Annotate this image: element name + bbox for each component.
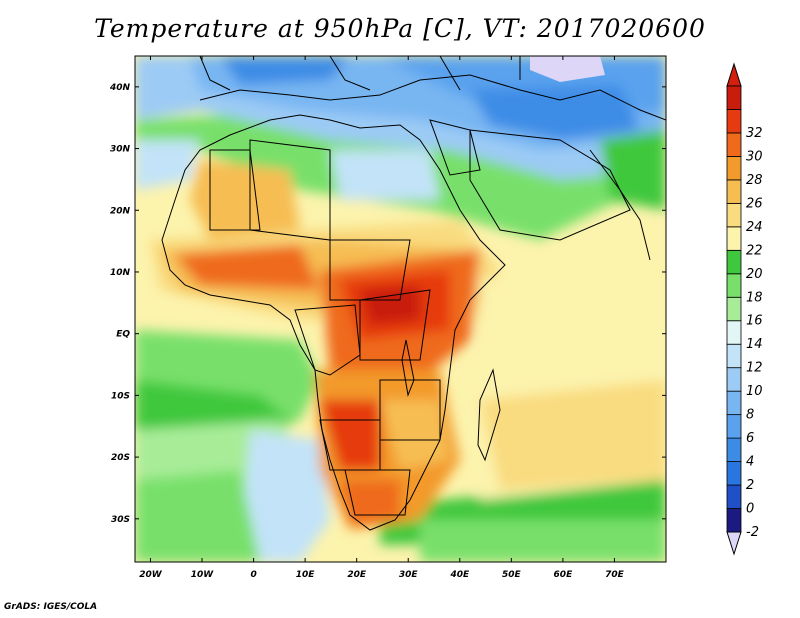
- colorbar-swatch: [726, 132, 742, 157]
- lon-tick-label: 0: [250, 570, 256, 580]
- colorbar-label: 18: [746, 290, 763, 305]
- colorbar-swatch: [726, 273, 742, 298]
- colorbar-label: 16: [746, 314, 763, 329]
- longitude-ticks: 20W 10W 0 10E 20E 30E 40E 50E 60E 70E: [139, 56, 625, 580]
- colorbar-swatch: [726, 202, 742, 228]
- credit-text: GrADS: IGES/COLA: [4, 602, 98, 612]
- colorbar-under-arrow: [726, 531, 742, 556]
- colorbar-swatch: [726, 320, 742, 345]
- lat-tick-label: 20N: [110, 206, 131, 216]
- colorbar-swatch: [726, 156, 742, 181]
- colorbar-swatch: [726, 249, 742, 275]
- colorbar-label: 30: [746, 149, 763, 164]
- colorbar-swatch: [726, 85, 742, 110]
- coastlines: [161, 56, 666, 531]
- colorbar-label: 6: [746, 431, 754, 446]
- colorbar-swatch: [726, 461, 742, 486]
- colorbar-label: 26: [746, 196, 763, 211]
- colorbar-swatch: [726, 226, 742, 251]
- colorbar-label: 12: [746, 361, 763, 376]
- colorbar-swatch: [726, 343, 742, 369]
- lat-tick-label: 40N: [109, 83, 131, 93]
- latitude-ticks: 40N 30N 20N 10N EQ 10S 20S 30S: [109, 83, 666, 525]
- lon-tick-label: 40E: [449, 570, 470, 580]
- colorbar-swatch: [726, 179, 742, 204]
- lat-tick-label: 20S: [111, 453, 130, 463]
- colorbar-label: -2: [746, 525, 759, 540]
- lon-tick-label: 70E: [605, 570, 625, 580]
- lat-tick-label: 30N: [110, 145, 131, 155]
- lon-tick-label: 20E: [347, 570, 367, 580]
- lat-tick-label: 10N: [110, 268, 131, 278]
- lat-tick-label: EQ: [116, 330, 130, 340]
- lon-tick-label: 50E: [502, 570, 522, 580]
- colorbar-swatch: [726, 109, 742, 134]
- colorbar-label: 22: [746, 243, 763, 258]
- lon-tick-label: 30E: [399, 570, 419, 580]
- colorbar-label: 32: [746, 126, 763, 141]
- colorbar-swatch: [726, 508, 742, 533]
- lon-tick-label: 10E: [296, 570, 316, 580]
- colorbar-label: 24: [746, 220, 763, 235]
- colorbar-label: 10: [746, 384, 763, 399]
- lat-tick-label: 10S: [111, 391, 130, 401]
- lon-tick-label: 20W: [139, 570, 163, 580]
- colorbar-over-arrow: [726, 62, 742, 87]
- colorbar-label: 4: [746, 455, 754, 470]
- temperature-field: [135, 56, 666, 562]
- colorbar-label: 8: [746, 408, 754, 423]
- map-frame: [134, 55, 667, 563]
- colorbar-swatch: [726, 414, 742, 439]
- lat-tick-label: 30S: [111, 515, 130, 525]
- colorbar-swatch: [726, 367, 742, 392]
- colorbar-label: 14: [746, 337, 763, 352]
- colorbar-label: 2: [746, 478, 754, 493]
- colorbar-swatch: [726, 437, 742, 462]
- lon-tick-label: 60E: [554, 570, 574, 580]
- chart-title: Temperature at 950hPa [C], VT: 201702060…: [94, 14, 706, 43]
- colorbar-label: 20: [746, 267, 763, 282]
- colorbar-label: 0: [746, 502, 754, 517]
- colorbar-swatch: [726, 296, 742, 322]
- colorbar-label: 28: [746, 173, 763, 188]
- lon-tick-label: 10W: [191, 570, 215, 580]
- colorbar-swatch: [726, 390, 742, 416]
- colorbar-swatch: [726, 484, 742, 509]
